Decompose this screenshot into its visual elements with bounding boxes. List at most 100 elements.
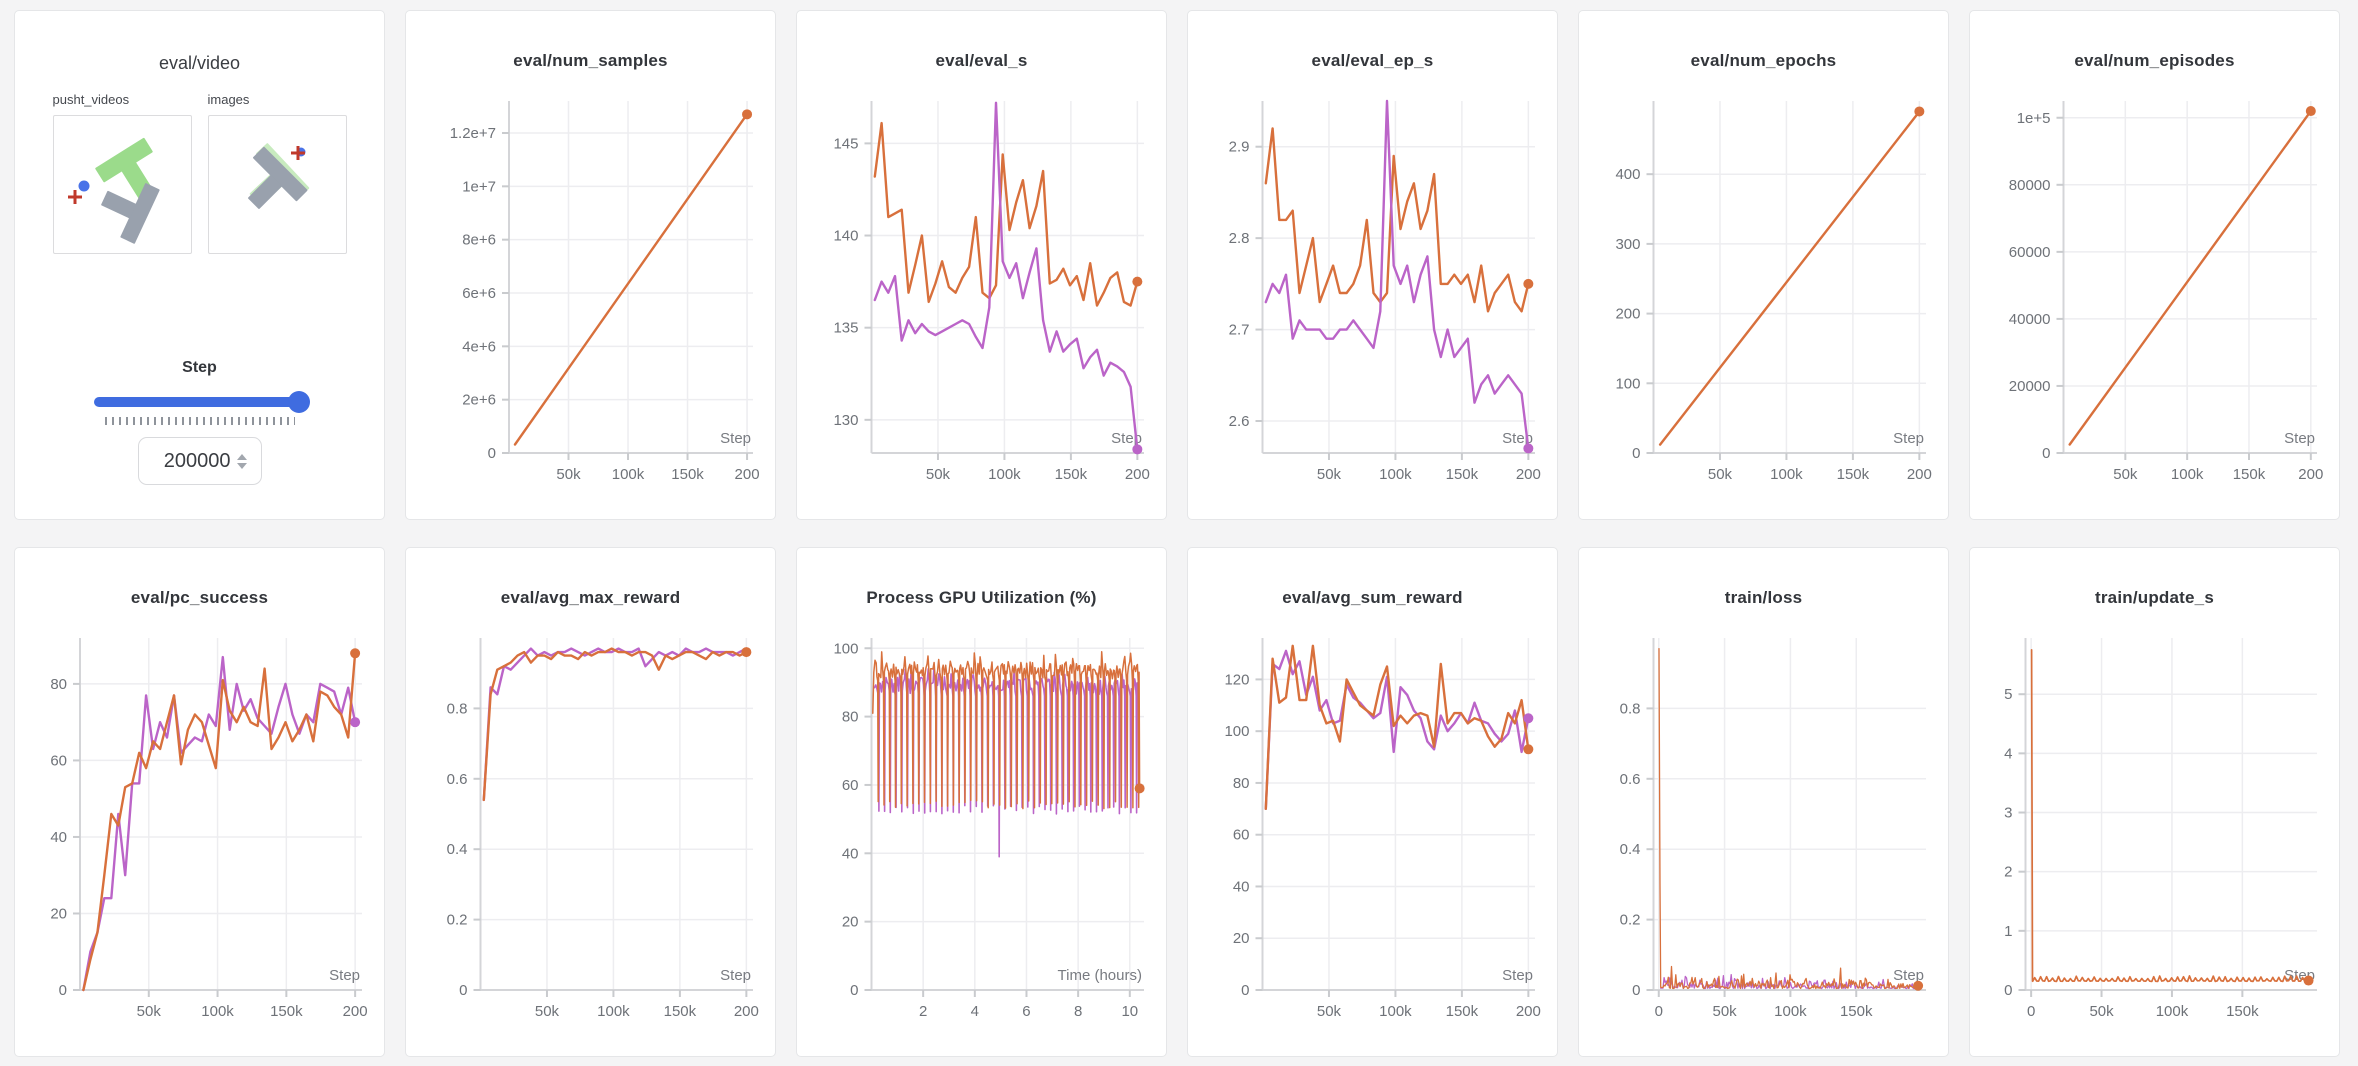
y-tick-label: 100 [1615, 375, 1640, 392]
chart-title: Process GPU Utilization (%) [866, 588, 1097, 607]
y-tick-label: 0.8 [1620, 700, 1641, 717]
x-tick-label: 200 [343, 1003, 368, 1020]
x-tick-label: 150k [270, 1003, 303, 1020]
y-tick-label: 60 [1233, 827, 1250, 844]
x-tick-label: 100k [201, 1003, 234, 1020]
y-tick-label: 60000 [2009, 244, 2051, 261]
chart-canvas[interactable]: 2.6 2.7 2.8 2.9 50k 100k 150k 200 Step [1188, 73, 1557, 520]
series-line-orange [1658, 647, 1919, 990]
x-tick-label: 50k [1317, 1003, 1342, 1020]
y-tick-label: 8e+6 [462, 232, 496, 249]
y-tick-label: 40 [842, 845, 859, 862]
media-column-pusht-videos: pusht_videos [52, 92, 192, 254]
chart-title: eval/num_episodes [2074, 51, 2235, 70]
x-tick-label: 50k [556, 466, 581, 483]
x-axis-label: Time (hours) [1058, 967, 1142, 984]
chevron-up-icon[interactable] [236, 453, 247, 460]
end-point-dot [741, 647, 752, 658]
end-point-dot [1523, 278, 1534, 289]
y-tick-label: 2.8 [1229, 230, 1250, 247]
series-line-purple [873, 101, 1139, 451]
y-tick-label: 0.2 [447, 912, 468, 929]
x-tick-label: 100k [612, 466, 645, 483]
chevron-down-icon[interactable] [236, 462, 247, 469]
chart-panel: eval/eval_s 130 135 140 145 50k 100k 150k 200 St… [796, 10, 1167, 520]
chart-canvas[interactable]: 0 20 40 60 80 100 2 4 6 8 10 Time (hours) [797, 610, 1166, 1057]
chart-panel: eval/num_samples 0 2e+6 4e+6 6e+6 8e+6 1e+7 1.… [405, 10, 776, 520]
x-axis-label: Step [720, 430, 751, 447]
y-tick-label: 80000 [2009, 177, 2051, 194]
chart-canvas[interactable]: 0 20 40 60 80 50k 100k 150k 200 Step [15, 610, 384, 1057]
chart-canvas[interactable]: 0 2e+6 4e+6 6e+6 8e+6 1e+7 1.2e+7 50k 100k 150k 20… [406, 73, 775, 520]
end-point-dot [1914, 106, 1925, 117]
y-tick-label: 0.4 [1620, 841, 1641, 858]
y-tick-label: 20 [50, 905, 67, 922]
chart-panel: train/loss 0 0.2 0.4 0.6 0.8 0 50k 100k 150k Step [1578, 547, 1949, 1057]
x-tick-label: 150k [1446, 466, 1479, 483]
step-slider-track[interactable] [93, 397, 306, 407]
y-tick-label: 0 [1632, 445, 1640, 462]
y-tick-label: 100 [1224, 723, 1249, 740]
chart-canvas[interactable]: 0 0.2 0.4 0.6 0.8 50k 100k 150k 200 Step [406, 610, 775, 1057]
x-tick-label: 100k [1379, 1003, 1412, 1020]
end-point-dot [1913, 980, 1924, 991]
series-line-orange [1264, 644, 1530, 810]
series-line-orange [2068, 109, 2312, 446]
x-tick-label: 4 [971, 1003, 979, 1020]
media-panel-eval-video: eval/video pusht_videos [14, 10, 385, 520]
x-tick-label: 150k [1837, 466, 1870, 483]
chart-canvas[interactable]: 0 20000 40000 60000 80000 1e+5 50k 100k 150k 200 S… [1970, 73, 2339, 520]
x-tick-label: 100k [1774, 1003, 1807, 1020]
step-slider[interactable] [93, 391, 310, 413]
y-tick-label: 5 [2004, 686, 2012, 703]
step-stepper[interactable] [236, 453, 247, 469]
x-tick-label: 150k [671, 466, 704, 483]
media-thumbnail-pusht-videos[interactable] [52, 115, 192, 254]
step-input-box[interactable] [137, 437, 262, 485]
y-tick-label: 0 [2042, 445, 2050, 462]
x-tick-label: 200 [1907, 466, 1932, 483]
series-line-orange [1264, 127, 1530, 313]
step-slider-thumb[interactable] [287, 391, 310, 413]
series-line-orange [2030, 648, 2310, 983]
x-axis-label: Step [1893, 430, 1924, 447]
chart-title: train/loss [1724, 588, 1803, 607]
y-tick-label: 0 [459, 982, 467, 999]
end-point-dot [1134, 783, 1145, 794]
chart-title: eval/num_samples [513, 51, 668, 70]
y-tick-label: 2 [2004, 864, 2012, 881]
y-tick-label: 60 [50, 752, 67, 769]
pusht-scene-icon [67, 137, 160, 244]
series-line-orange [82, 652, 357, 992]
media-thumbnail-images[interactable] [207, 115, 347, 254]
step-value-input[interactable] [152, 449, 231, 473]
x-tick-label: 200 [2298, 466, 2323, 483]
chart-canvas[interactable]: 0 0.2 0.4 0.6 0.8 0 50k 100k 150k Step [1579, 610, 1948, 1057]
y-tick-label: 0 [850, 982, 858, 999]
chart-canvas[interactable]: 0 100 200 300 400 50k 100k 150k 200 Step [1579, 73, 1948, 520]
y-tick-label: 2.7 [1229, 322, 1250, 339]
chart-panel: Process GPU Utilization (%) 0 20 40 60 80 100… [796, 547, 1167, 1057]
x-tick-label: 10 [1121, 1003, 1138, 1020]
x-tick-label: 150k [1446, 1003, 1479, 1020]
chart-panel: eval/num_episodes 0 20000 40000 60000 80000 1… [1969, 10, 2340, 520]
x-axis-label: Step [1502, 967, 1533, 984]
x-axis-label: Step [720, 967, 751, 984]
x-axis-label: Step [329, 967, 360, 984]
series-line-orange [513, 113, 749, 446]
chart-canvas[interactable]: 0 20 40 60 80 100 120 50k 100k 150k 200 Step [1188, 610, 1557, 1057]
series-line-purple [1264, 649, 1530, 810]
x-tick-label: 150k [1840, 1003, 1873, 1020]
series-line-orange [872, 651, 1141, 810]
y-tick-label: 135 [833, 320, 858, 337]
chart-title: eval/avg_sum_reward [1282, 588, 1463, 607]
x-axis-label: Step [1893, 967, 1924, 984]
y-tick-label: 40 [50, 829, 67, 846]
chart-title: train/update_s [2095, 588, 2214, 607]
x-tick-label: 200 [1516, 1003, 1541, 1020]
y-tick-label: 1 [2004, 923, 2012, 940]
chart-canvas[interactable]: 130 135 140 145 50k 100k 150k 200 Step [797, 73, 1166, 520]
y-tick-label: 2.9 [1229, 139, 1250, 156]
